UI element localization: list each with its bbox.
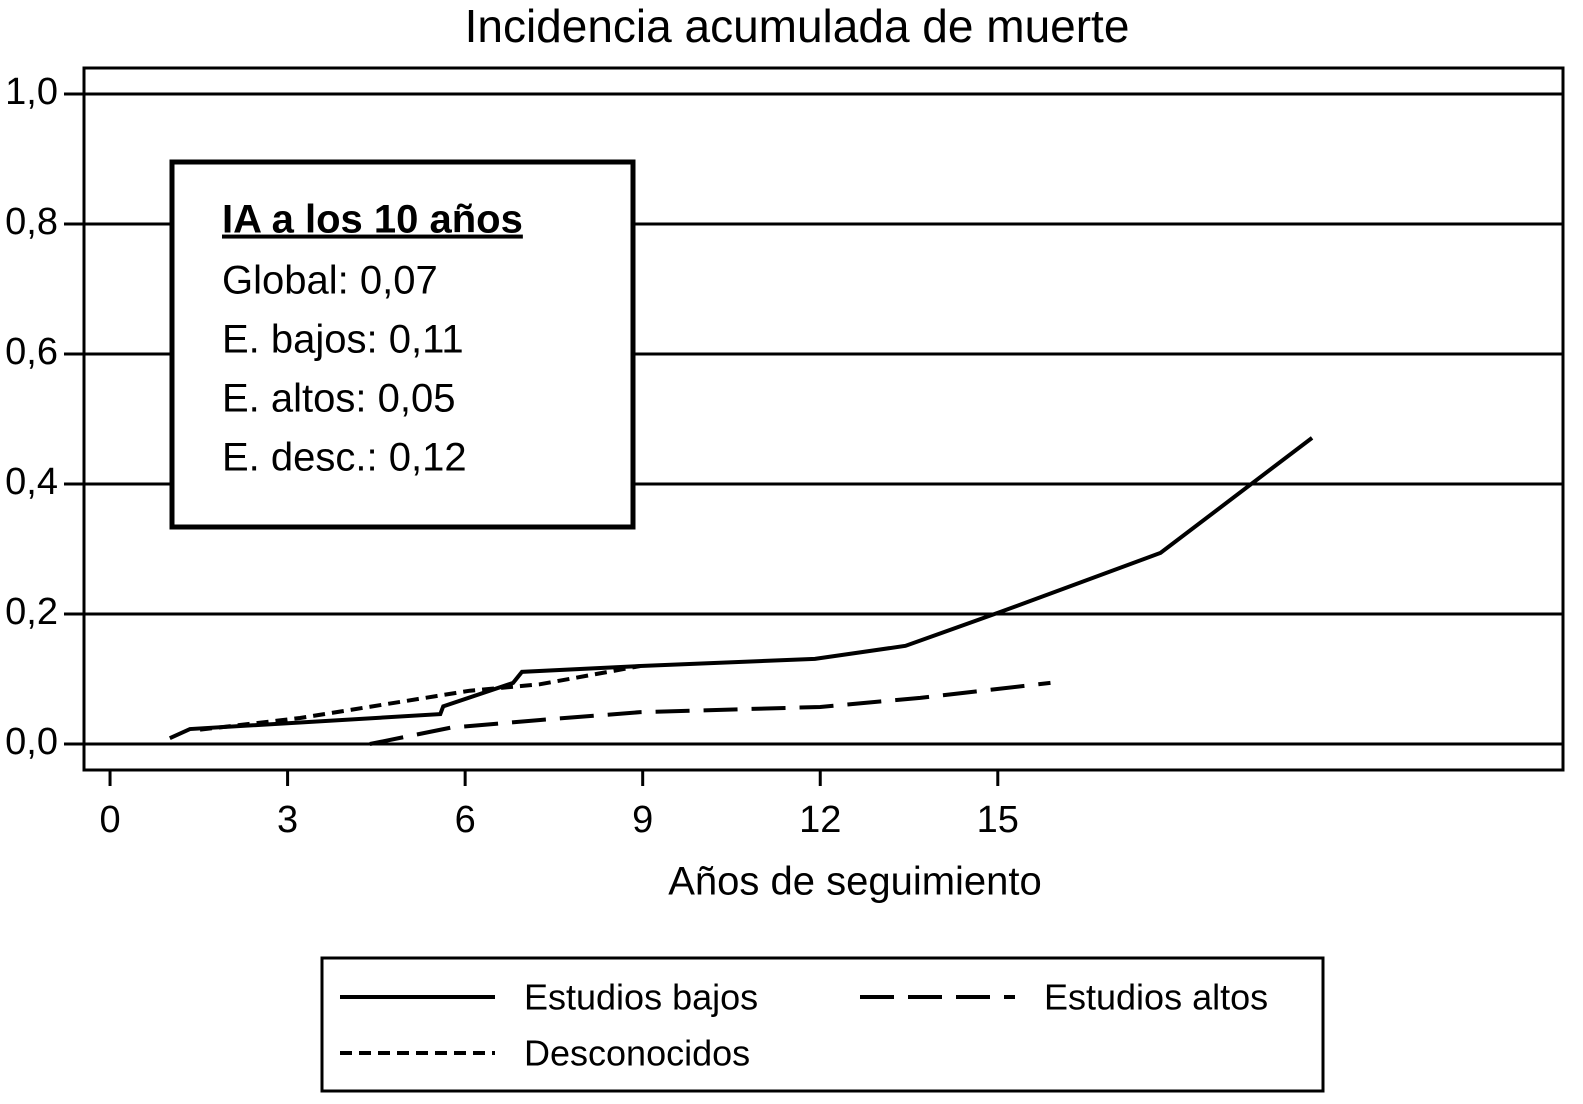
line-series xyxy=(199,664,641,732)
y-tick-label: 0,4 xyxy=(5,461,58,503)
annotation-box xyxy=(169,159,636,530)
line-series xyxy=(369,680,1051,746)
annotation-line: E. desc.: 0,12 xyxy=(222,436,467,480)
plot-frame xyxy=(82,66,1565,772)
legend-box xyxy=(320,956,1325,1093)
chart-title: Incidencia acumulada de muerte xyxy=(465,0,1130,52)
x-axis-label: Años de seguimiento xyxy=(668,860,1042,904)
y-tick-label: 0,6 xyxy=(5,331,58,373)
x-tick-label: 6 xyxy=(455,799,476,841)
y-tick-label: 0,0 xyxy=(5,721,58,763)
legend-label: Estudios altos xyxy=(1044,977,1268,1018)
annotation-title: IA a los 10 años xyxy=(222,198,523,242)
y-tick-label: 0,2 xyxy=(5,591,58,633)
x-tick-label: 0 xyxy=(99,799,120,841)
line-series xyxy=(168,436,1314,740)
annotation-line: Global: 0,07 xyxy=(222,259,438,303)
x-tick-label: 15 xyxy=(977,799,1019,841)
x-tick-label: 12 xyxy=(799,799,841,841)
legend-label: Desconocidos xyxy=(524,1033,750,1074)
y-tick-label: 0,8 xyxy=(5,201,58,243)
x-tick-label: 9 xyxy=(632,799,653,841)
x-tick-label: 3 xyxy=(277,799,298,841)
annotation-line: E. altos: 0,05 xyxy=(222,377,455,421)
y-tick-label: 1,0 xyxy=(5,71,58,113)
annotation-line: E. bajos: 0,11 xyxy=(222,318,464,362)
legend-label: Estudios bajos xyxy=(524,977,758,1018)
